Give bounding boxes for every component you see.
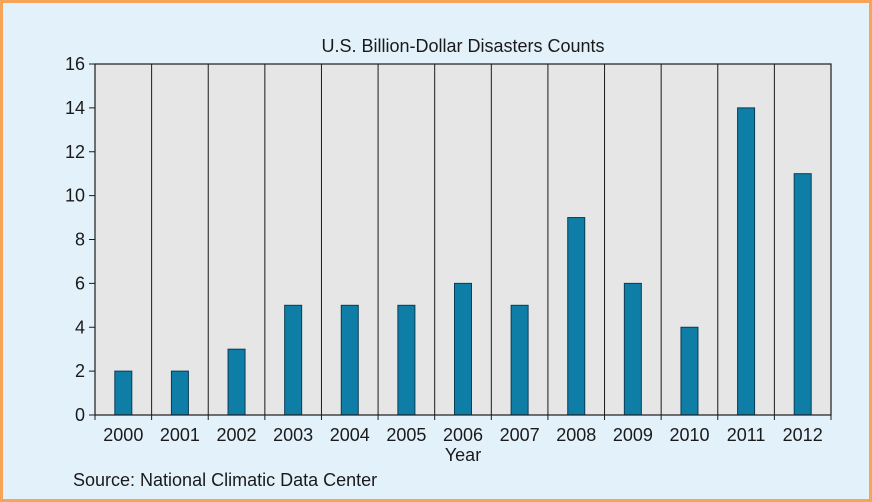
bar-2002: [227, 348, 246, 416]
y-tick-label: 4: [75, 317, 85, 337]
x-tick-label: 2005: [386, 425, 426, 445]
bar-2012: [793, 173, 812, 416]
y-tick-label: 10: [65, 186, 85, 206]
bar-2004: [340, 304, 359, 416]
x-tick-label: 2006: [443, 425, 483, 445]
x-tick-label: 2010: [669, 425, 709, 445]
x-tick-label: 2004: [330, 425, 370, 445]
x-tick-label: 2008: [556, 425, 596, 445]
y-tick-label: 16: [65, 54, 85, 74]
x-tick-label: 2012: [783, 425, 823, 445]
bar-2008: [567, 217, 586, 416]
x-tick-label: 2000: [103, 425, 143, 445]
bar-chart: 0 2 4 6 8 10 12 14 16 2000 2001 2002 2003 2004 2005 200…: [65, 36, 832, 465]
x-tick-label: 2002: [217, 425, 257, 445]
x-tick-label: 2003: [273, 425, 313, 445]
bar-2010: [680, 326, 699, 416]
bar-2003: [284, 304, 303, 416]
x-tick-label: 2001: [160, 425, 200, 445]
chart-title: U.S. Billion-Dollar Disasters Counts: [321, 36, 604, 56]
source-note: Source: National Climatic Data Center: [73, 470, 378, 490]
bar-2009: [623, 282, 642, 416]
bar-2000: [114, 370, 133, 416]
x-tick-label: 2009: [613, 425, 653, 445]
y-tick-label: 12: [65, 142, 85, 162]
y-tick-label: 2: [75, 361, 85, 381]
x-axis-label: Year: [445, 445, 481, 465]
y-tick-label: 8: [75, 230, 85, 250]
y-tick-label: 0: [75, 405, 85, 425]
bar-2005: [397, 304, 416, 416]
bar-2007: [510, 304, 529, 416]
x-tick-label: 2007: [500, 425, 540, 445]
x-tick-label: 2011: [727, 425, 766, 445]
bar-2011: [737, 107, 756, 416]
y-tick-label: 6: [75, 273, 85, 293]
bar-2006: [454, 282, 472, 416]
bar-2001: [170, 370, 189, 416]
y-tick-label: 14: [65, 98, 85, 118]
